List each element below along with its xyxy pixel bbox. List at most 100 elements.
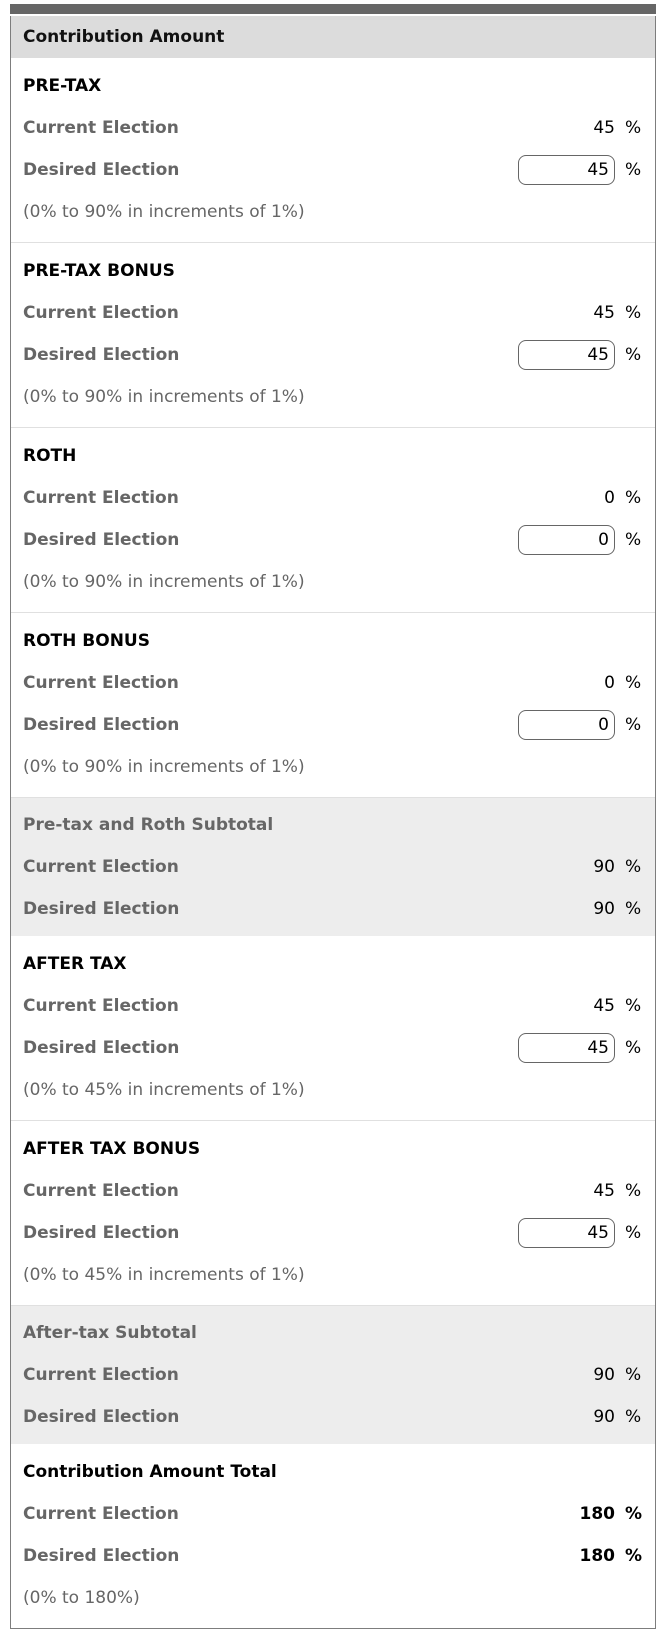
section-roth-bonus: ROTH BONUS Current Election 0 % Desired … (11, 612, 655, 797)
desired-election-label: Desired Election (23, 345, 180, 365)
pre-tax-desired-input[interactable] (518, 155, 615, 185)
current-election-row: Current Election 45 % (23, 113, 645, 143)
current-election-value: 45 (593, 118, 615, 138)
contribution-amount-panel: Contribution Amount PRE-TAX Current Elec… (10, 16, 656, 1629)
desired-election-label: Desired Election (23, 1546, 180, 1566)
current-election-row: Current Election 45 % (23, 1176, 645, 1206)
section-title: AFTER TAX BONUS (23, 1139, 201, 1159)
after-tax-bonus-desired-input[interactable] (518, 1218, 615, 1248)
section-pretax-roth-subtotal: Pre-tax and Roth Subtotal Current Electi… (11, 797, 655, 936)
section-title: AFTER TAX (23, 954, 127, 974)
desired-election-row: Desired Election 90 % (23, 1402, 645, 1432)
section-pre-tax-bonus: PRE-TAX BONUS Current Election 45 % Desi… (11, 242, 655, 427)
current-election-row: Current Election 0 % (23, 483, 645, 513)
desired-election-row: Desired Election % (23, 155, 645, 185)
section-pre-tax: PRE-TAX Current Election 45 % Desired El… (11, 58, 655, 242)
total-title: Contribution Amount Total (23, 1462, 277, 1482)
desired-election-label: Desired Election (23, 1038, 180, 1058)
percent-sign: % (625, 488, 642, 508)
range-note: (0% to 90% in increments of 1%) (23, 572, 305, 592)
percent-sign: % (625, 1504, 643, 1524)
desired-election-value: 90 (593, 899, 615, 919)
percent-sign: % (625, 996, 642, 1016)
desired-election-label: Desired Election (23, 715, 180, 735)
top-bar (10, 4, 656, 14)
section-after-tax: AFTER TAX Current Election 45 % Desired … (11, 936, 655, 1120)
section-title: ROTH BONUS (23, 631, 150, 651)
after-tax-desired-input[interactable] (518, 1033, 615, 1063)
percent-sign: % (625, 857, 642, 877)
percent-sign: % (625, 1181, 642, 1201)
section-roth: ROTH Current Election 0 % Desired Electi… (11, 427, 655, 612)
pre-tax-bonus-desired-input[interactable] (518, 340, 615, 370)
percent-sign: % (625, 345, 642, 365)
current-election-label: Current Election (23, 1181, 179, 1201)
desired-election-row: Desired Election 90 % (23, 894, 645, 924)
current-election-label: Current Election (23, 303, 179, 323)
contribution-panel: Contribution Amount PRE-TAX Current Elec… (10, 4, 656, 1629)
range-note: (0% to 45% in increments of 1%) (23, 1265, 305, 1285)
current-election-label: Current Election (23, 1365, 179, 1385)
current-election-value: 45 (593, 996, 615, 1016)
desired-election-value: 90 (593, 1407, 615, 1427)
subtotal-title: After-tax Subtotal (23, 1323, 197, 1343)
range-note: (0% to 90% in increments of 1%) (23, 757, 305, 777)
section-title: PRE-TAX (23, 76, 102, 96)
current-election-label: Current Election (23, 673, 179, 693)
percent-sign: % (625, 715, 642, 735)
current-election-value: 90 (593, 857, 615, 877)
desired-election-label: Desired Election (23, 530, 180, 550)
current-election-row: Current Election 0 % (23, 668, 645, 698)
desired-election-label: Desired Election (23, 899, 180, 919)
current-election-value: 0 (604, 488, 615, 508)
current-election-label: Current Election (23, 996, 179, 1016)
current-election-row: Current Election 45 % (23, 298, 645, 328)
percent-sign: % (625, 1038, 642, 1058)
range-note: (0% to 180%) (23, 1588, 140, 1608)
current-election-value: 45 (593, 303, 615, 323)
percent-sign: % (625, 160, 642, 180)
section-after-tax-bonus: AFTER TAX BONUS Current Election 45 % De… (11, 1120, 655, 1305)
percent-sign: % (625, 1223, 642, 1243)
desired-election-label: Desired Election (23, 1407, 180, 1427)
current-election-label: Current Election (23, 1504, 179, 1524)
section-after-tax-subtotal: After-tax Subtotal Current Election 90 %… (11, 1305, 655, 1444)
current-election-row: Current Election 90 % (23, 1360, 645, 1390)
percent-sign: % (625, 1407, 642, 1427)
percent-sign: % (625, 1365, 642, 1385)
desired-election-row: Desired Election % (23, 1033, 645, 1063)
current-election-value: 180 (579, 1504, 616, 1524)
desired-election-row: Desired Election % (23, 1218, 645, 1248)
current-election-row: Current Election 45 % (23, 991, 645, 1021)
percent-sign: % (625, 530, 642, 550)
desired-election-label: Desired Election (23, 1223, 180, 1243)
current-election-row: Current Election 90 % (23, 852, 645, 882)
current-election-value: 45 (593, 1181, 615, 1201)
current-election-value: 90 (593, 1365, 615, 1385)
percent-sign: % (625, 303, 642, 323)
desired-election-row: Desired Election 180 % (23, 1541, 645, 1571)
subtotal-title: Pre-tax and Roth Subtotal (23, 815, 274, 835)
range-note: (0% to 45% in increments of 1%) (23, 1080, 305, 1100)
current-election-value: 0 (604, 673, 615, 693)
current-election-label: Current Election (23, 118, 179, 138)
percent-sign: % (625, 899, 642, 919)
roth-bonus-desired-input[interactable] (518, 710, 615, 740)
current-election-label: Current Election (23, 488, 179, 508)
section-title: ROTH (23, 446, 77, 466)
desired-election-value: 180 (579, 1546, 616, 1566)
range-note: (0% to 90% in increments of 1%) (23, 202, 305, 222)
current-election-label: Current Election (23, 857, 179, 877)
section-contribution-total: Contribution Amount Total Current Electi… (11, 1444, 655, 1628)
percent-sign: % (625, 118, 642, 138)
desired-election-row: Desired Election % (23, 525, 645, 555)
desired-election-row: Desired Election % (23, 710, 645, 740)
percent-sign: % (625, 1546, 643, 1566)
desired-election-label: Desired Election (23, 160, 180, 180)
desired-election-row: Desired Election % (23, 340, 645, 370)
percent-sign: % (625, 673, 642, 693)
roth-desired-input[interactable] (518, 525, 615, 555)
section-title: PRE-TAX BONUS (23, 261, 175, 281)
panel-header: Contribution Amount (11, 16, 655, 58)
current-election-row: Current Election 180 % (23, 1499, 645, 1529)
